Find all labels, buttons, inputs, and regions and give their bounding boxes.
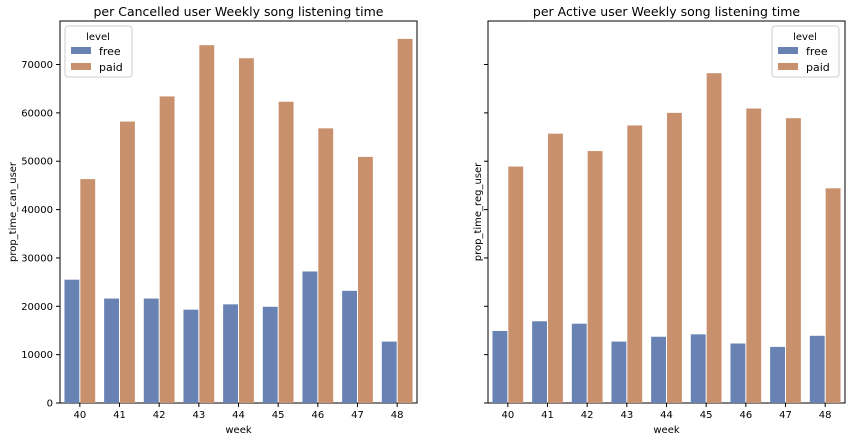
x-tick-label: 48 <box>391 410 404 421</box>
bar-free-week-44 <box>223 304 238 403</box>
x-tick-label: 40 <box>501 410 514 421</box>
legend-title: level <box>793 32 817 43</box>
x-tick-label: 41 <box>541 410 554 421</box>
x-tick-label: 46 <box>739 410 752 421</box>
x-tick-label: 47 <box>779 410 792 421</box>
y-tick-label: 40000 <box>21 205 53 216</box>
bar-free-week-42 <box>571 323 587 403</box>
x-tick-label: 45 <box>700 410 713 421</box>
bar-free-week-43 <box>611 341 627 403</box>
bars <box>64 38 413 404</box>
x-tick-label: 44 <box>232 410 245 421</box>
x-tick-label: 42 <box>153 410 166 421</box>
x-ticks: 40 41 42 43 44 45 46 47 48 <box>501 403 832 421</box>
bar-paid-week-43 <box>627 125 643 403</box>
legend: level free paid <box>64 25 133 78</box>
bar-free-week-47 <box>342 290 357 403</box>
legend-label-free: free <box>99 45 121 58</box>
bars <box>492 73 841 404</box>
bar-free-week-47 <box>770 346 785 403</box>
x-tick-label: 40 <box>73 410 86 421</box>
bar-free-week-40 <box>492 330 508 403</box>
bar-paid-week-48 <box>825 188 841 403</box>
bar-paid-week-41 <box>120 121 135 403</box>
y-tick-label: 20000 <box>21 302 53 313</box>
bar-paid-week-46 <box>318 128 334 403</box>
bar-paid-week-43 <box>199 45 215 404</box>
bar-paid-week-40 <box>508 166 524 403</box>
legend-swatch-paid <box>71 63 91 70</box>
legend-title: level <box>86 32 110 43</box>
bar-paid-week-42 <box>159 96 175 404</box>
chart-title: per Active user Weekly song listening ti… <box>533 4 801 19</box>
bar-paid-week-47 <box>786 118 801 403</box>
legend-swatch-paid <box>778 63 798 70</box>
bar-free-week-43 <box>183 309 199 403</box>
bar-free-week-48 <box>809 335 825 403</box>
y-tick-label: 50000 <box>21 157 53 168</box>
bar-free-week-45 <box>690 334 706 403</box>
bar-paid-week-45 <box>278 101 294 403</box>
x-tick-label: 45 <box>272 410 285 421</box>
bar-free-week-46 <box>302 271 318 403</box>
y-tick-label: 0 <box>47 399 53 410</box>
x-tick-label: 43 <box>192 410 205 421</box>
bar-free-week-41 <box>104 298 119 403</box>
legend-swatch-free <box>778 47 798 54</box>
bar-free-week-42 <box>143 298 159 403</box>
y-tick-label: 30000 <box>21 253 53 264</box>
legend: level free paid <box>771 25 840 78</box>
x-tick-label: 42 <box>581 410 594 421</box>
bar-paid-week-46 <box>746 108 762 404</box>
bar-paid-week-47 <box>358 156 373 403</box>
bar-paid-week-44 <box>667 112 682 404</box>
bar-paid-week-41 <box>548 133 563 404</box>
chart-panel-active: 40 41 42 43 44 45 46 47 48 per Active user Weekl… <box>473 4 846 436</box>
x-tick-label: 47 <box>351 410 364 421</box>
y-tick-label: 10000 <box>21 350 53 361</box>
y-tick-label: 70000 <box>21 60 53 71</box>
y-axis-label: prop_time_reg_user <box>473 162 484 261</box>
bar-free-week-40 <box>64 279 80 403</box>
y-axis-label: prop_time_can_user <box>8 161 19 262</box>
y-ticks: 0 10000 20000 30000 40000 50000 60000 70000 <box>21 60 60 410</box>
bar-free-week-41 <box>532 321 547 403</box>
x-tick-label: 46 <box>311 410 324 421</box>
bar-free-week-48 <box>381 341 397 403</box>
bar-paid-week-44 <box>239 58 254 403</box>
bar-paid-week-45 <box>706 73 722 403</box>
bar-paid-week-42 <box>587 151 603 403</box>
bar-free-week-45 <box>262 306 278 403</box>
bar-paid-week-40 <box>80 179 96 403</box>
x-tick-label: 43 <box>620 410 633 421</box>
x-tick-label: 48 <box>819 410 832 421</box>
chart-title: per Cancelled user Weekly song listening… <box>94 4 384 19</box>
x-ticks: 40 41 42 43 44 45 46 47 48 <box>73 403 404 421</box>
x-axis-label: week <box>653 425 679 436</box>
x-tick-label: 44 <box>660 410 673 421</box>
y-tick-label: 60000 <box>21 108 53 119</box>
legend-swatch-free <box>71 47 91 54</box>
bar-free-week-46 <box>730 343 746 403</box>
legend-label-paid: paid <box>99 61 123 74</box>
x-tick-label: 41 <box>113 410 126 421</box>
bar-paid-week-48 <box>397 38 413 403</box>
legend-label-free: free <box>806 45 828 58</box>
y-ticks <box>484 64 488 404</box>
x-axis-label: week <box>225 425 251 436</box>
bar-free-week-44 <box>651 336 666 403</box>
legend-label-paid: paid <box>806 61 830 74</box>
